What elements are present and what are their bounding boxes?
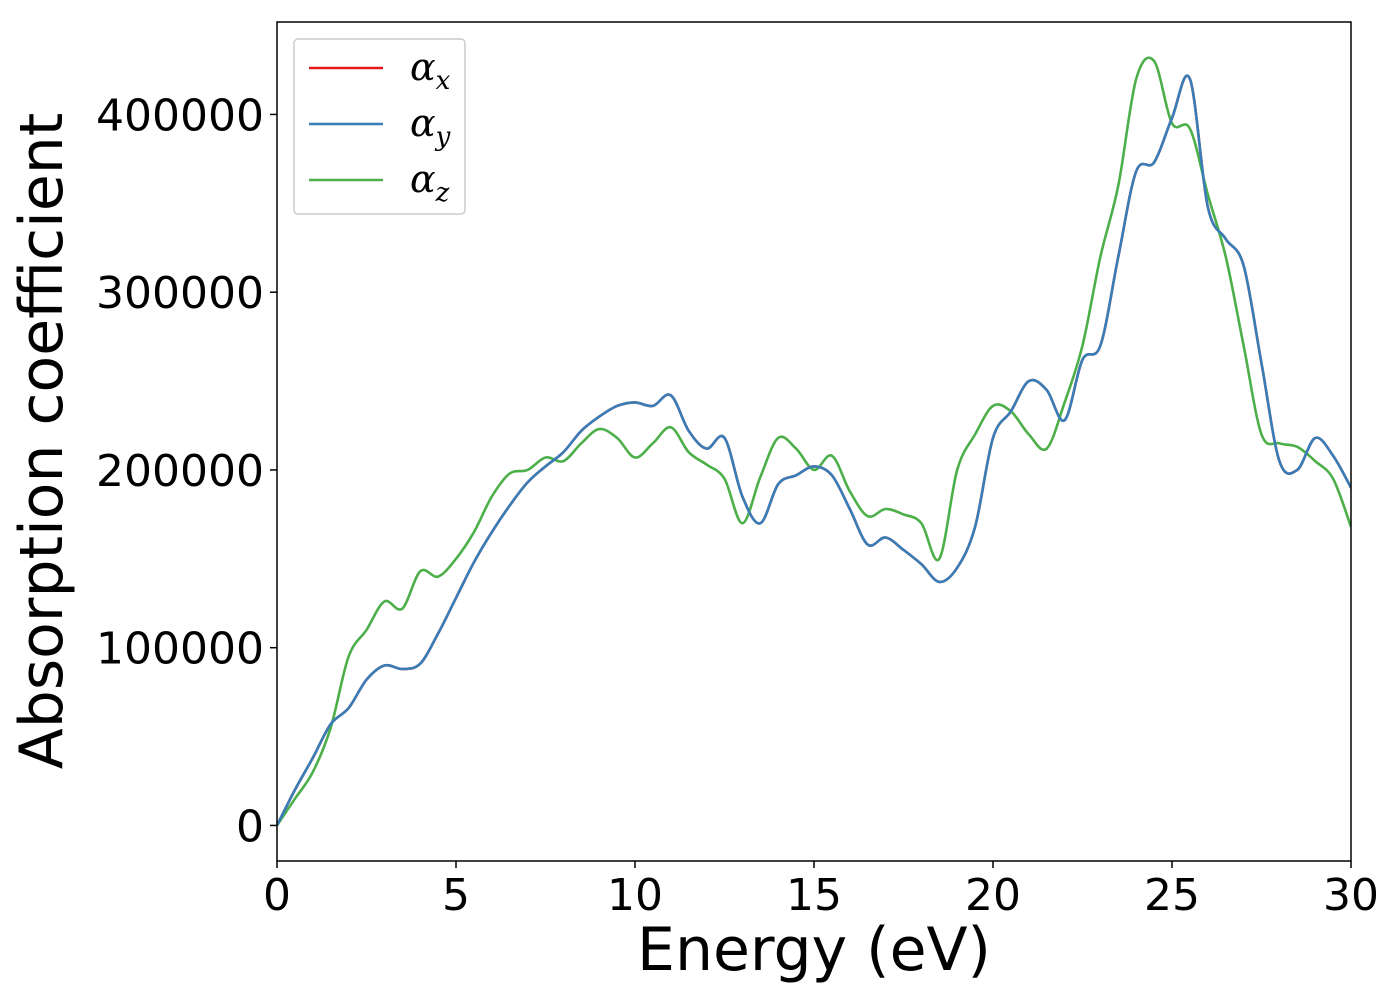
x-tick-label: 10 xyxy=(607,870,663,921)
legend-label: αz xyxy=(410,157,450,208)
y-tick-label: 200000 xyxy=(96,446,264,497)
x-tick-label: 30 xyxy=(1323,870,1379,921)
x-tick-label: 0 xyxy=(263,870,291,921)
legend-label: αx xyxy=(410,45,451,96)
y-tick-label: 400000 xyxy=(96,90,264,141)
series-line-alpha-z xyxy=(277,56,1351,827)
x-tick-label: 25 xyxy=(1144,870,1200,921)
y-tick-label: 0 xyxy=(236,801,264,852)
x-axis: 0 5 10 15 20 25 30 xyxy=(263,861,1379,921)
x-tick-label: 20 xyxy=(965,870,1021,921)
y-tick-label: 100000 xyxy=(96,624,264,675)
x-tick-label: 15 xyxy=(786,870,842,921)
legend-frame xyxy=(293,38,466,215)
x-tick-label: 5 xyxy=(442,870,470,921)
y-axis-label: Absorption coefficient xyxy=(7,113,77,770)
series-line-alpha-y xyxy=(277,74,1351,826)
x-axis-label: Energy (eV) xyxy=(637,915,991,985)
series-layer xyxy=(277,56,1351,827)
y-axis: 0 100000 200000 300000 400000 xyxy=(96,90,277,852)
y-tick-label: 300000 xyxy=(96,268,264,319)
legend-label: αy xyxy=(410,101,451,152)
